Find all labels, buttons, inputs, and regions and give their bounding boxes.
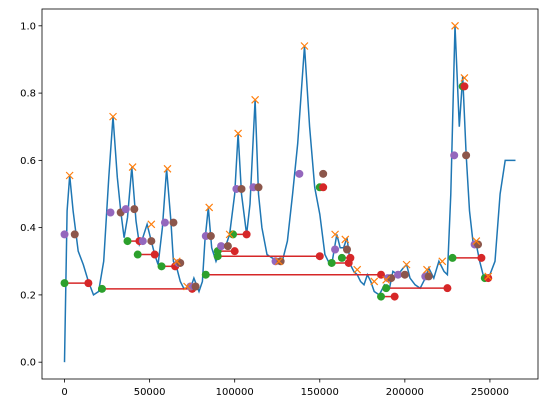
peak-marker	[438, 257, 447, 266]
peak-marker	[370, 277, 379, 286]
y-tick-label: 0.2	[20, 290, 36, 301]
peak-marker	[275, 257, 283, 266]
half-width-end-right	[169, 218, 178, 227]
y-tick-label: 0.4	[20, 223, 36, 234]
x-tick-label: 150000	[301, 387, 339, 398]
half-width-end-right	[70, 230, 79, 239]
full-width-end-right	[242, 230, 251, 239]
half-width-end-right	[176, 258, 185, 267]
full-width-end-right	[150, 250, 159, 259]
peak-marker	[472, 237, 481, 246]
full-width-end-left	[133, 250, 142, 259]
half-width-end-left	[160, 218, 169, 227]
half-width-end-right	[147, 237, 156, 246]
full-width-end-left	[201, 270, 210, 279]
half-width-end-right	[191, 282, 200, 291]
peak-marker	[460, 74, 469, 82]
half-width-end-right	[206, 232, 215, 241]
x-tick-label: 100000	[216, 387, 254, 398]
half-width-end-left	[331, 245, 340, 254]
half-width-end-left	[60, 230, 69, 239]
half-width-end-left	[450, 151, 459, 160]
peak-marker	[225, 230, 234, 239]
half-width-end-left	[394, 270, 403, 279]
half-width-end-left	[138, 237, 147, 246]
peak-marker	[183, 282, 191, 291]
half-width-end-left	[121, 205, 130, 214]
peak-marker	[65, 171, 74, 180]
half-width-end-right	[400, 270, 409, 279]
half-width-end-right	[424, 272, 433, 281]
y-tick-label: 0.8	[20, 89, 36, 100]
full-width-end-left	[448, 253, 457, 262]
peak-marker	[205, 203, 214, 212]
half-width-end-right	[462, 151, 471, 160]
peak-marker	[300, 42, 309, 50]
x-tick-label: 50000	[134, 387, 166, 398]
peak-marker	[402, 260, 411, 269]
full-width-end-left	[157, 262, 166, 271]
peak-marker	[251, 95, 260, 104]
half-width-end-right	[254, 183, 263, 192]
signal-line	[63, 25, 516, 363]
peak-marker	[382, 275, 391, 284]
full-width-end-left	[337, 253, 346, 262]
half-width-end-right	[237, 184, 246, 193]
half-width-end-left	[217, 242, 226, 251]
full-width-end-left	[327, 258, 336, 267]
half-width-end-right	[130, 205, 139, 214]
half-width-end-left	[106, 208, 115, 217]
half-width-end-right	[276, 257, 285, 266]
peak-marker	[484, 272, 493, 281]
full-width-end-left	[97, 284, 106, 293]
peak-marker	[451, 21, 459, 30]
x-tick-label: 250000	[471, 387, 509, 398]
y-tick-label: 0.0	[20, 358, 36, 369]
half-width-end-left	[295, 169, 304, 178]
peak-marker	[423, 265, 431, 274]
half-width-end-right	[474, 240, 483, 249]
y-tick-label: 0.6	[20, 156, 36, 167]
axes-frame	[41, 8, 539, 380]
full-width-end-right	[230, 247, 239, 256]
peak-marker	[172, 257, 181, 266]
full-width-end-right	[319, 183, 328, 192]
full-width-end-left	[60, 279, 69, 288]
y-tick-label: 1.0	[20, 21, 36, 32]
full-width-end-right	[390, 292, 399, 301]
x-tick-label: 200000	[386, 387, 424, 398]
peak-marker	[163, 164, 172, 173]
peak-marker	[109, 112, 117, 121]
x-tick-label: 0	[61, 387, 67, 398]
peak-marker	[234, 129, 243, 138]
peak-marker	[128, 163, 137, 172]
full-width-end-right	[443, 284, 452, 293]
full-width-end-right	[477, 253, 486, 262]
full-width-end-left	[123, 237, 132, 246]
full-width-end-right	[315, 252, 324, 261]
full-width-end-right	[484, 274, 493, 283]
peak-marker	[147, 220, 156, 229]
half-width-end-right	[343, 245, 352, 254]
full-width-end-right	[84, 279, 93, 288]
full-width-end-left	[382, 284, 391, 293]
peak-marker	[353, 265, 362, 274]
peak-marker	[331, 230, 340, 239]
full-width-end-right	[460, 82, 469, 91]
full-width-end-left	[377, 292, 386, 301]
peak-marker	[341, 235, 350, 244]
half-width-end-right	[319, 169, 328, 178]
half-width-end-right	[223, 242, 232, 251]
full-width-end-right	[346, 253, 355, 262]
